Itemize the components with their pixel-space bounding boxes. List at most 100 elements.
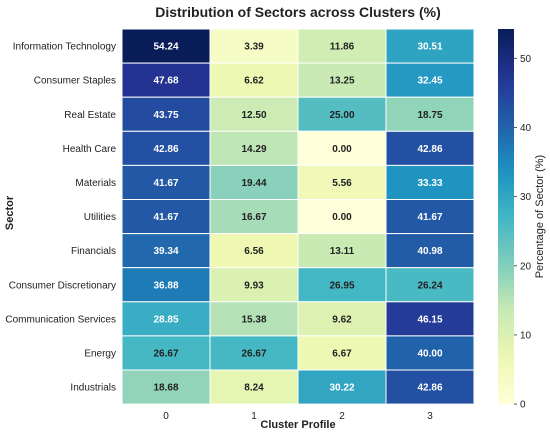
cell-value-label: 40.98 [417, 246, 442, 257]
colorbar-tick-label: 10 [520, 330, 532, 341]
colorbar-tick-label: 40 [520, 123, 532, 134]
heatmap-cell [121, 335, 211, 371]
heatmap-cell [297, 28, 387, 64]
cell-value-label: 8.24 [244, 383, 264, 394]
x-tick-label: 3 [427, 411, 433, 422]
cell-value-label: 16.67 [241, 212, 266, 223]
cell-value-label: 11.86 [330, 42, 355, 53]
colorbar-label: Percentage of Sector (%) [534, 155, 546, 279]
x-tick-label: 1 [251, 411, 257, 422]
heatmap-cell [297, 199, 387, 235]
cell-value-label: 42.86 [417, 383, 442, 394]
colorbar-tick-label: 0 [520, 400, 526, 411]
y-tick-label: Utilities [84, 212, 116, 223]
cell-value-label: 25.00 [329, 110, 354, 121]
heatmap-cell [385, 335, 475, 371]
y-tick-label: Communication Services [5, 314, 116, 325]
heatmap-cell [385, 96, 475, 132]
heatmap-cell [209, 96, 299, 132]
heatmap-cell [209, 369, 299, 405]
heatmap-cell [121, 369, 211, 405]
cell-value-label: 26.67 [241, 348, 266, 359]
y-tick-label: Materials [75, 178, 116, 189]
colorbar-tick-label: 20 [520, 261, 532, 272]
colorbar-tick-label: 30 [520, 192, 532, 203]
cell-value-label: 36.88 [153, 280, 178, 291]
cell-value-label: 19.44 [241, 178, 266, 189]
cell-value-label: 28.85 [153, 314, 178, 325]
heatmap-cell [385, 369, 475, 405]
cell-value-label: 30.51 [417, 42, 442, 53]
y-tick-label: Energy [84, 348, 116, 359]
y-tick-label: Industrials [70, 383, 116, 394]
cell-value-label: 14.29 [241, 144, 266, 155]
x-tick-label: 2 [339, 411, 345, 422]
heatmap-cell [121, 267, 211, 303]
heatmap-cell [385, 62, 475, 98]
cell-value-label: 47.68 [153, 76, 178, 87]
cell-value-label: 39.34 [153, 246, 178, 257]
colorbar: 0 10 20 30 40 50 Percentage of Sector (%) [498, 29, 546, 411]
y-tick-label: Health Care [63, 144, 117, 155]
cell-value-label: 40.00 [417, 348, 442, 359]
cell-value-label: 13.11 [330, 246, 355, 257]
cell-value-label: 6.56 [244, 246, 264, 257]
x-axis-label: Cluster Profile [260, 419, 335, 431]
x-tick-labels: 0 1 2 3 [163, 411, 433, 422]
x-tick-label: 0 [163, 411, 169, 422]
heatmap-cell [385, 130, 475, 166]
heatmap-cell [121, 199, 211, 235]
cell-value-label: 54.24 [153, 42, 178, 53]
y-tick-label: Real Estate [64, 110, 116, 121]
cell-value-label: 26.67 [153, 348, 178, 359]
cell-value-label: 12.50 [241, 110, 266, 121]
cell-value-label: 6.67 [332, 348, 352, 359]
cell-value-label: 0.00 [332, 212, 352, 223]
heatmap-cell [297, 335, 387, 371]
heatmap-cells: 54.24 3.39 11.86 30.51 47.68 6.62 13.25 32.45 43… [121, 28, 475, 405]
cell-value-label: 15.38 [241, 314, 266, 325]
cell-value-label: 43.75 [153, 110, 178, 121]
y-tick-label: Consumer Discretionary [9, 280, 116, 291]
chart-title: Distribution of Sectors across Clusters … [155, 4, 441, 20]
heatmap-cell [385, 199, 475, 235]
y-tick-labels: Information Technology Consumer Staples Re… [5, 42, 116, 394]
heatmap-cell [385, 164, 475, 200]
heatmap-cell [209, 62, 299, 98]
cell-value-label: 13.25 [329, 76, 354, 87]
heatmap-cell [297, 267, 387, 303]
cell-value-label: 18.68 [153, 383, 178, 394]
cell-value-label: 46.15 [417, 314, 442, 325]
cell-value-label: 41.67 [417, 212, 442, 223]
heatmap-cell [121, 164, 211, 200]
cell-value-label: 5.56 [332, 178, 352, 189]
heatmap-cell [209, 130, 299, 166]
colorbar-gradient [498, 29, 514, 405]
heatmap-cell [385, 233, 475, 269]
heatmap-cell [209, 164, 299, 200]
y-tick-label: Information Technology [13, 42, 116, 53]
heatmap-cell [385, 28, 475, 64]
cell-value-label: 42.86 [417, 144, 442, 155]
cell-value-label: 9.62 [332, 314, 352, 325]
y-tick-label: Consumer Staples [34, 76, 116, 87]
cell-value-label: 42.86 [153, 144, 178, 155]
cell-value-label: 41.67 [153, 212, 178, 223]
heatmap-cell [385, 301, 475, 337]
cell-value-label: 0.00 [332, 144, 352, 155]
cell-value-label: 18.75 [417, 110, 442, 121]
cell-value-label: 32.45 [417, 76, 442, 87]
cell-value-label: 41.67 [153, 178, 178, 189]
cell-value-label: 9.93 [244, 280, 264, 291]
colorbar-ticks: 0 10 20 30 40 50 [514, 54, 532, 411]
cell-value-label: 33.33 [417, 178, 442, 189]
y-tick-label: Financials [71, 246, 116, 257]
heatmap-cell [297, 233, 387, 269]
cell-value-label: 3.39 [244, 42, 264, 53]
cell-value-label: 6.62 [244, 76, 264, 87]
cell-value-label: 26.95 [329, 280, 354, 291]
colorbar-tick-label: 50 [520, 54, 532, 65]
cell-value-label: 26.24 [417, 280, 442, 291]
heatmap-cell [121, 28, 211, 64]
